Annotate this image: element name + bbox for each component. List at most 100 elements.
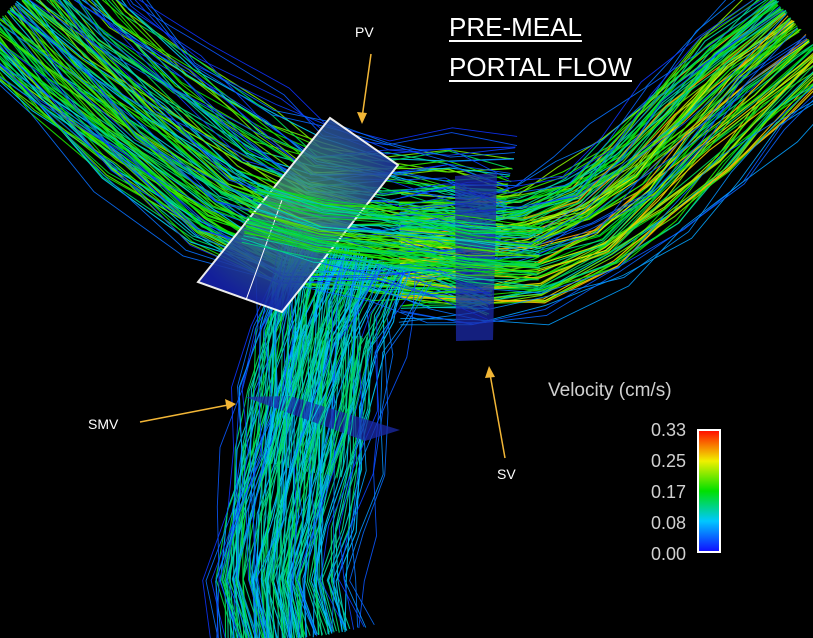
crossing-streamline (257, 185, 543, 230)
crossing-streamline (249, 210, 540, 258)
portal-streamline (54, 0, 505, 213)
legend-tick-4: 0.00 (650, 544, 686, 564)
crossing-streamline (244, 224, 540, 272)
sv-measurement-plane (455, 173, 497, 341)
mesenteric-streamline (310, 265, 392, 634)
crossing-streamline (249, 211, 540, 257)
crossing-streamline (256, 182, 544, 229)
crossing-streamline (275, 323, 306, 465)
mesenteric-streamline (326, 272, 406, 631)
mesenteric-streamline (280, 247, 341, 638)
slow-streamline (289, 248, 346, 638)
velocity-colorbar (697, 429, 721, 553)
slow-streamline (297, 253, 358, 638)
crossing-streamline (254, 191, 542, 239)
crossing-streamline (252, 199, 541, 248)
crossing-streamline (328, 335, 359, 475)
crossing-streamline (321, 333, 351, 474)
crossing-streamline (273, 324, 305, 465)
slow-streamline (138, 0, 518, 142)
mesenteric-streamline (283, 250, 355, 638)
figure-title-line-1: PRE-MEAL (449, 12, 582, 42)
crossing-streamline (302, 333, 341, 473)
slow-streamline (57, 0, 508, 203)
pv-measurement-plane (196, 116, 400, 314)
crossing-streamline (306, 331, 334, 472)
mesenteric-streamline (321, 267, 400, 632)
portal-streamline (94, 0, 512, 183)
slow-streamline (126, 0, 516, 155)
slow-streamline (255, 242, 334, 638)
crossing-streamline (301, 330, 329, 471)
slow-streamline (312, 264, 386, 632)
portal-streamline (78, 0, 509, 192)
crossing-streamline (340, 336, 368, 478)
legend-tick-2: 0.17 (650, 482, 686, 502)
legend-tick-1: 0.25 (650, 451, 686, 471)
slow-streamline (358, 277, 416, 629)
crossing-streamline (253, 198, 542, 244)
slow-streamline (141, 0, 514, 162)
portal-streamline (96, 0, 511, 176)
smv-arrow (139, 399, 236, 423)
portal-streamline (121, 0, 515, 162)
slow-streamline (343, 281, 428, 628)
portal-streamline (58, 0, 508, 206)
mesenteric-streamline (265, 239, 330, 638)
mesenteric-streamline (281, 254, 362, 638)
mesenteric-streamline (319, 267, 395, 633)
crossing-streamline (266, 321, 294, 465)
crossing-streamline (271, 324, 309, 464)
crossing-streamline (244, 227, 538, 273)
crossing-streamline (252, 199, 541, 249)
crossing-streamline (297, 328, 325, 471)
crossing-streamline (246, 224, 538, 275)
crossing-streamline (241, 237, 539, 288)
crossing-streamline (247, 220, 541, 265)
mesenteric-streamline (242, 235, 313, 638)
crossing-streamline (252, 198, 542, 248)
portal-streamline (101, 0, 507, 193)
crossing-streamline (269, 322, 297, 466)
pv-plane-edge (245, 199, 283, 301)
crossing-streamline (248, 210, 539, 258)
crossing-streamline (266, 323, 303, 464)
crossing-streamline (330, 336, 357, 477)
slow-streamline (338, 278, 421, 628)
crossing-streamline (243, 235, 539, 281)
legend-tick-3: 0.08 (650, 513, 686, 533)
crossing-streamline (247, 220, 539, 269)
crossing-streamline (241, 241, 538, 289)
crossing-streamline (335, 336, 362, 478)
crossing-streamline (244, 232, 538, 276)
slow-streamline (77, 0, 509, 195)
pv-label: PV (355, 24, 374, 40)
slow-streamline (91, 0, 511, 178)
overlay-streamlines (241, 182, 544, 479)
crossing-streamline (244, 230, 538, 281)
slow-streamline (349, 281, 432, 626)
crossing-streamline (287, 329, 324, 469)
crossing-streamline (328, 337, 363, 476)
sv-arrow (485, 366, 506, 459)
mesenteric-streamline (284, 256, 366, 637)
pv-arrow (357, 53, 372, 124)
sv-label: SV (497, 466, 516, 482)
mesenteric-streamline (335, 270, 401, 631)
portal-streamline (115, 0, 514, 160)
slow-streamline (146, 0, 516, 158)
crossing-streamline (292, 327, 327, 469)
mesenteric-streamline (262, 241, 332, 638)
crossing-streamline (321, 332, 346, 474)
portal-streamline (116, 0, 512, 173)
mesenteric-streamline (281, 252, 357, 638)
crossing-streamline (248, 218, 541, 265)
mesenteric-streamline (272, 241, 332, 638)
smv-label: SMV (88, 416, 119, 432)
portal-streamline (107, 0, 513, 170)
mesenteric-streamline (313, 258, 374, 635)
slow-streamline (73, 0, 503, 218)
